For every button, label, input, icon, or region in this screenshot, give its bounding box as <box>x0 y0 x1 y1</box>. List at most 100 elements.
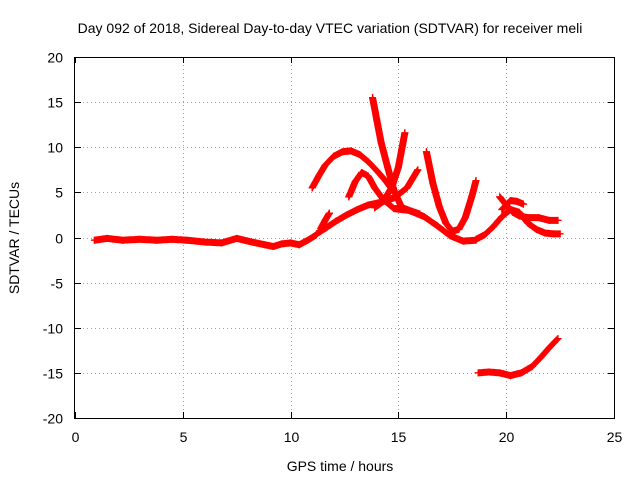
data-point <box>373 116 381 124</box>
data-point <box>345 193 353 201</box>
chart-title: Day 092 of 2018, Sidereal Day-to-day VTE… <box>78 20 583 36</box>
data-point <box>394 163 402 171</box>
y-tick-label: 10 <box>47 140 63 156</box>
y-tick-label: 20 <box>47 50 63 66</box>
y-axis-label: SDTVAR / TECUs <box>6 182 22 294</box>
data-point <box>498 206 506 214</box>
y-tick-label: 15 <box>47 95 63 111</box>
data-point <box>347 147 355 155</box>
data-point <box>390 194 398 202</box>
data-point <box>364 158 372 166</box>
data-point <box>537 354 545 362</box>
data-point <box>338 148 346 156</box>
data-point <box>312 230 320 238</box>
data-point <box>446 232 454 240</box>
data-point <box>321 216 329 224</box>
data-point <box>550 230 558 238</box>
data-point <box>496 369 504 377</box>
data-point <box>429 179 437 187</box>
data-point <box>498 213 506 221</box>
data-point <box>278 240 286 248</box>
data-point <box>420 213 428 221</box>
data-point <box>509 208 517 216</box>
data-point <box>472 177 480 185</box>
data-point <box>136 235 144 243</box>
data-point <box>103 234 111 242</box>
data-point <box>414 166 422 174</box>
data-point <box>317 224 325 232</box>
data-point <box>448 227 456 235</box>
data-point <box>373 167 381 175</box>
data-point <box>384 163 392 171</box>
y-tick-label: -15 <box>43 366 63 382</box>
data-point <box>321 161 329 169</box>
data-point <box>381 177 389 185</box>
data-point <box>401 129 409 137</box>
data-point <box>459 237 467 245</box>
data-point <box>90 236 98 244</box>
x-tick-label: 5 <box>180 429 188 445</box>
data-point <box>481 231 489 239</box>
data-point <box>332 217 340 225</box>
data-point <box>433 222 441 230</box>
data-point <box>528 363 536 371</box>
data-point <box>394 202 402 210</box>
data-point <box>233 234 241 242</box>
data-point <box>403 184 411 192</box>
data-point <box>515 212 523 220</box>
data-point <box>377 198 385 206</box>
data-point <box>343 211 351 219</box>
tick-labels: 0 5 10 15 20 25 -20 -15 -10 -5 0 5 10 15 20 <box>43 50 623 446</box>
data-point <box>358 169 366 177</box>
data-point <box>364 201 372 209</box>
x-tick-label: 15 <box>391 429 407 445</box>
data-point <box>330 152 338 160</box>
data-point <box>461 214 469 222</box>
data-point <box>455 225 463 233</box>
data-point <box>295 241 303 249</box>
series-bump-late <box>498 196 527 214</box>
data-point <box>517 369 525 377</box>
data-point <box>351 178 359 186</box>
x-tick-label: 20 <box>499 429 515 445</box>
data-point <box>485 368 493 376</box>
data-point <box>535 214 543 222</box>
data-point <box>541 229 549 237</box>
data-point <box>513 197 521 205</box>
y-tick-label: 5 <box>55 185 63 201</box>
data-point <box>168 235 176 243</box>
data-point <box>200 238 208 246</box>
data-point <box>472 235 480 243</box>
data-point <box>496 193 504 201</box>
data-point <box>532 225 540 233</box>
data-point <box>315 172 323 180</box>
y-tick-label: -5 <box>51 276 64 292</box>
data-point <box>118 236 126 244</box>
data-point <box>388 183 396 191</box>
data-point <box>364 172 372 180</box>
x-tick-label: 10 <box>284 429 300 445</box>
series-negative <box>474 335 562 380</box>
data-point <box>390 205 398 213</box>
data-point <box>474 369 482 377</box>
data-point <box>356 150 364 158</box>
data-point <box>407 207 415 215</box>
series-v-dip <box>422 148 480 235</box>
data-point <box>353 206 361 214</box>
y-tick-label: -10 <box>43 321 63 337</box>
data-point <box>422 148 430 156</box>
series-rise-b <box>317 209 333 232</box>
data-point <box>554 216 562 224</box>
data-point <box>489 223 497 231</box>
data-point <box>507 372 515 380</box>
series-hump <box>312 166 422 238</box>
y-tick-label: 0 <box>55 231 63 247</box>
data-point <box>287 239 295 247</box>
data-point <box>269 243 277 251</box>
data-point <box>545 216 553 224</box>
series-rise-arc <box>308 147 398 196</box>
data-point <box>554 335 562 343</box>
data-point <box>524 214 532 222</box>
data-point <box>377 139 385 147</box>
